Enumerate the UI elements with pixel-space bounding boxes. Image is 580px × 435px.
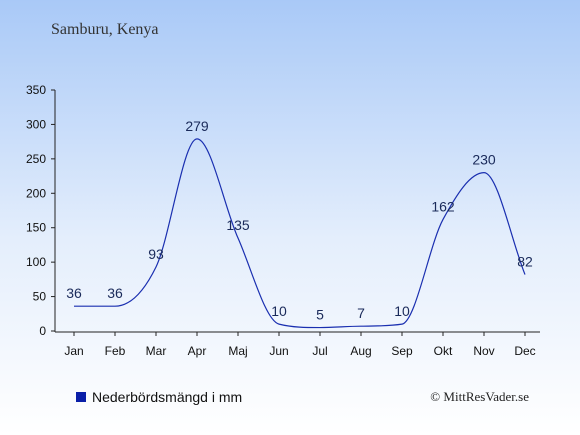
x-tick-label: Mar: [146, 344, 167, 358]
x-tick-label: Sep: [391, 344, 413, 358]
data-label: 279: [185, 118, 209, 134]
x-tick-label: Jul: [312, 344, 327, 358]
x-tick-label: Feb: [105, 344, 126, 358]
series-line: [73, 138, 526, 329]
data-label: 5: [316, 307, 324, 323]
x-tick-label: Jan: [64, 344, 83, 358]
data-label: 36: [66, 285, 82, 301]
y-tick-label: 0: [39, 324, 46, 338]
data-label: 93: [148, 246, 164, 262]
data-label: 36: [107, 285, 123, 301]
x-tick-label: Okt: [434, 344, 453, 358]
data-label: 10: [271, 303, 287, 319]
y-tick-label: 300: [26, 117, 46, 131]
y-tick-label: 100: [26, 255, 46, 269]
data-label: 10: [394, 303, 410, 319]
y-tick-label: 200: [26, 186, 46, 200]
copyright-text: © MittResVader.se: [430, 389, 529, 404]
data-label: 230: [472, 152, 496, 168]
legend: Nederbördsmängd i mm: [76, 389, 242, 405]
x-tick-label: Aug: [350, 344, 371, 358]
x-tick-label: Apr: [188, 344, 207, 358]
y-tick-label: 50: [33, 290, 47, 304]
y-tick-label: 350: [26, 83, 46, 97]
data-label: 135: [226, 217, 250, 233]
x-tick-label: Jun: [269, 344, 288, 358]
y-tick-label: 150: [26, 221, 46, 235]
x-tick-label: Maj: [228, 344, 247, 358]
data-label: 82: [517, 254, 533, 270]
data-label: 7: [357, 305, 365, 321]
legend-label: Nederbördsmängd i mm: [92, 389, 243, 405]
legend-swatch: [76, 392, 86, 402]
x-tick-label: Dec: [514, 344, 535, 358]
data-label: 162: [431, 198, 455, 214]
x-tick-label: Nov: [473, 344, 494, 358]
y-tick-label: 250: [26, 152, 46, 166]
chart-title: Samburu, Kenya: [51, 21, 159, 38]
